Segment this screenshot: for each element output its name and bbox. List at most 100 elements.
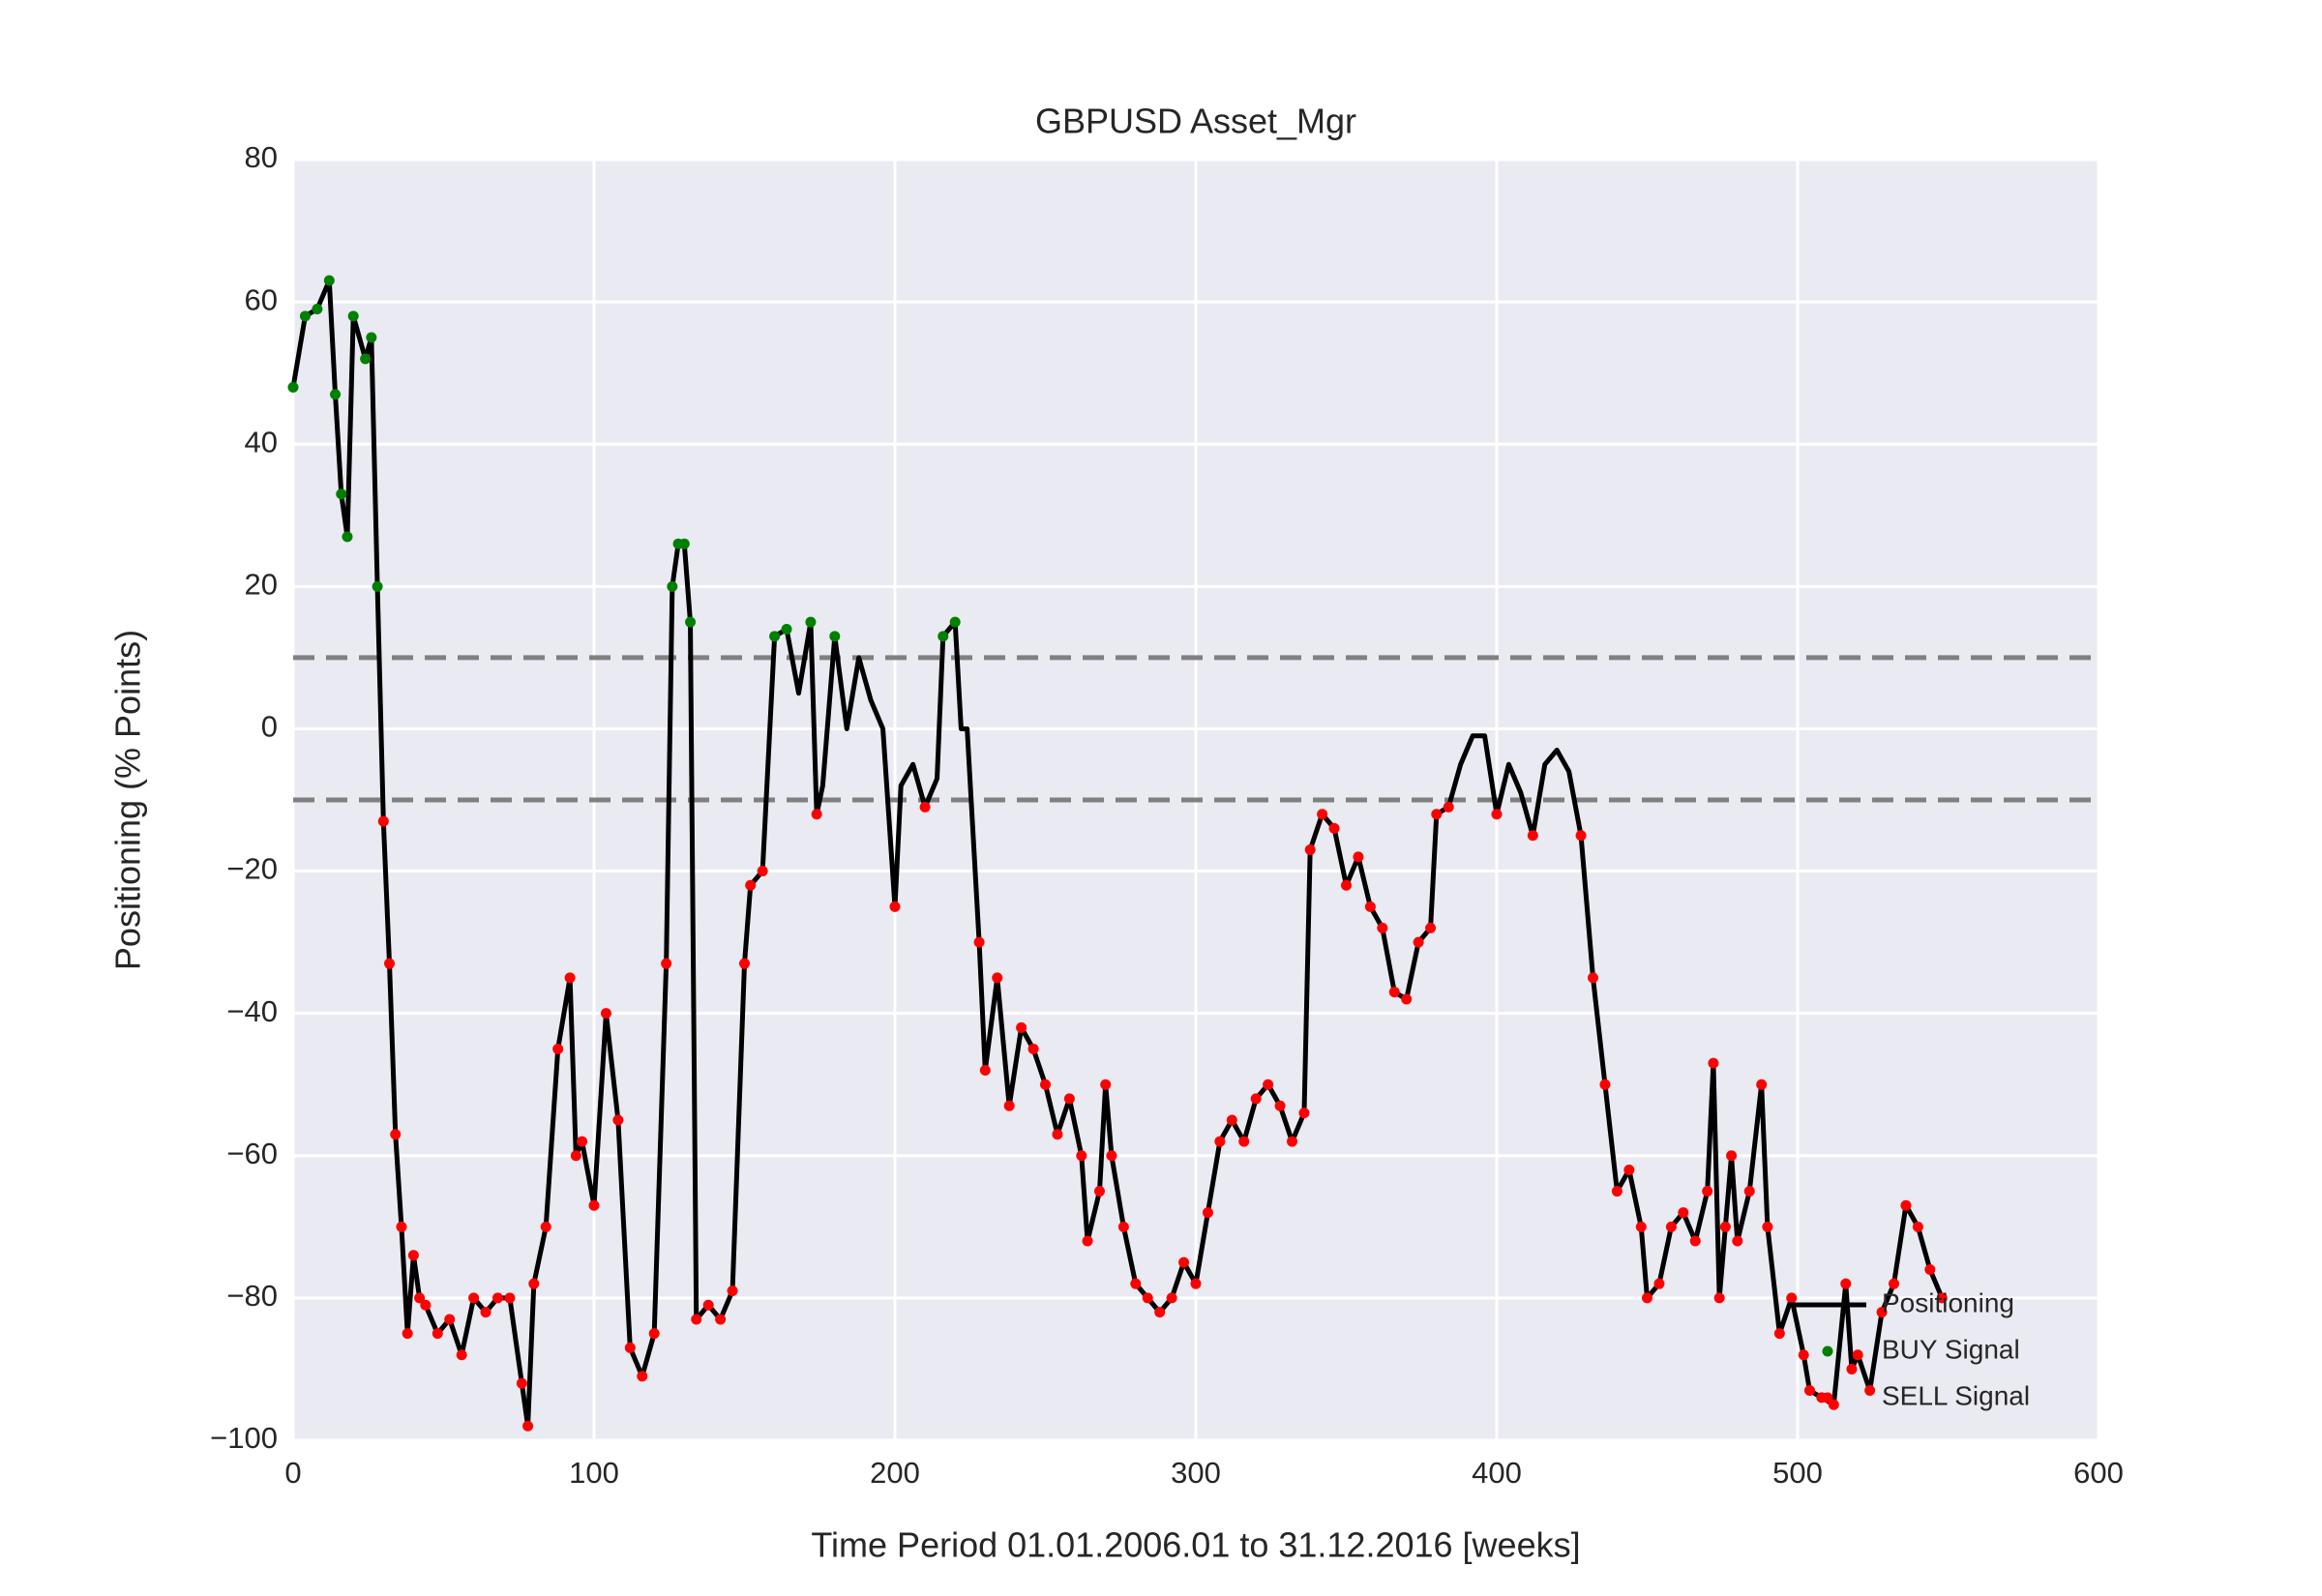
signal-point xyxy=(287,381,299,393)
signal-point xyxy=(678,538,690,549)
signal-point xyxy=(1317,809,1328,820)
y-tick-label: 60 xyxy=(245,282,278,316)
signal-point xyxy=(1527,830,1538,842)
signal-point xyxy=(1864,1385,1876,1397)
y-tick-label: 80 xyxy=(245,140,278,174)
signal-point xyxy=(1388,987,1400,998)
signal-point xyxy=(1719,1221,1731,1232)
signal-point xyxy=(1003,1100,1015,1111)
signal-point xyxy=(377,815,389,827)
y-tick-label: 20 xyxy=(245,568,278,602)
signal-point xyxy=(588,1199,600,1211)
signal-point xyxy=(805,616,817,628)
legend-label: SELL Signal xyxy=(1882,1380,2030,1410)
signal-point xyxy=(938,631,949,642)
signal-point xyxy=(1588,972,1599,984)
signal-point xyxy=(1298,1108,1310,1119)
signal-point xyxy=(1040,1079,1051,1090)
signal-point xyxy=(1900,1199,1912,1211)
signal-point xyxy=(366,332,377,343)
signal-point xyxy=(992,972,1003,984)
signal-point xyxy=(444,1314,456,1325)
signal-point xyxy=(1840,1278,1852,1289)
signal-point xyxy=(570,1150,581,1162)
signal-point xyxy=(420,1299,432,1311)
signal-point xyxy=(516,1377,527,1389)
y-tick-label: 40 xyxy=(245,425,278,458)
signal-point xyxy=(1364,901,1376,912)
signal-point xyxy=(661,958,672,969)
signal-point xyxy=(889,901,901,912)
y-tick-label: −40 xyxy=(226,994,278,1028)
signal-point xyxy=(1304,843,1316,855)
signal-point xyxy=(727,1286,738,1297)
signal-point xyxy=(1773,1328,1785,1340)
y-tick-label: −80 xyxy=(226,1279,278,1313)
signal-point xyxy=(577,1136,588,1147)
signal-point xyxy=(1803,1385,1815,1397)
signal-point xyxy=(1052,1129,1063,1140)
signal-point xyxy=(811,809,822,820)
signal-point xyxy=(456,1349,467,1361)
signal-point xyxy=(1491,809,1503,820)
signal-point xyxy=(1702,1186,1713,1197)
signal-point xyxy=(1665,1221,1677,1232)
signal-point xyxy=(1238,1136,1250,1147)
signal-point xyxy=(1912,1221,1923,1232)
signal-point xyxy=(323,275,335,286)
x-tick-label: 400 xyxy=(1472,1456,1522,1490)
signal-point xyxy=(468,1292,480,1304)
signal-point xyxy=(1575,830,1587,842)
signal-point xyxy=(491,1292,503,1304)
signal-point xyxy=(504,1292,516,1304)
signal-point xyxy=(1732,1235,1743,1247)
signal-point xyxy=(1178,1256,1190,1268)
signal-point xyxy=(919,801,931,813)
signal-point xyxy=(372,580,383,592)
signal-point xyxy=(384,958,396,969)
signal-point xyxy=(685,616,697,628)
x-tick-label: 100 xyxy=(569,1456,619,1490)
y-tick-label: 0 xyxy=(261,710,278,744)
signal-point xyxy=(1876,1307,1888,1318)
signal-point xyxy=(1341,879,1352,891)
signal-point xyxy=(1226,1114,1237,1126)
signal-point xyxy=(1756,1079,1768,1090)
signal-point xyxy=(1889,1278,1900,1289)
signal-point xyxy=(414,1292,426,1304)
signal-point xyxy=(1828,1399,1839,1410)
signal-point xyxy=(407,1250,419,1261)
signal-point xyxy=(540,1221,551,1232)
signal-point xyxy=(564,972,576,984)
signal-point xyxy=(1377,922,1388,933)
signal-point xyxy=(1678,1207,1689,1219)
y-tick-label: −20 xyxy=(226,852,278,886)
signal-point xyxy=(396,1221,407,1232)
signal-point xyxy=(1599,1079,1611,1090)
legend-swatch xyxy=(1822,1392,1833,1404)
signal-point xyxy=(715,1314,727,1325)
signal-point xyxy=(979,1065,991,1077)
chart-title: GBPUSD Asset_Mgr xyxy=(1035,102,1356,141)
x-tick-label: 200 xyxy=(870,1456,920,1490)
signal-point xyxy=(1076,1150,1087,1162)
signal-point xyxy=(624,1342,636,1353)
signal-point xyxy=(1353,851,1364,863)
signal-point xyxy=(829,631,841,642)
legend-swatch xyxy=(1822,1345,1833,1357)
signal-point xyxy=(1635,1221,1647,1232)
y-tick-label: −60 xyxy=(226,1137,278,1170)
signal-point xyxy=(336,488,347,500)
signal-point xyxy=(1743,1186,1755,1197)
signal-point xyxy=(360,353,372,365)
signal-point xyxy=(1142,1292,1153,1304)
signal-point xyxy=(1082,1235,1093,1247)
signal-point xyxy=(1726,1150,1738,1162)
signal-point xyxy=(600,1008,611,1020)
signal-point xyxy=(1642,1292,1652,1304)
signal-point xyxy=(949,616,961,628)
signal-point xyxy=(299,310,311,322)
signal-point xyxy=(480,1307,491,1318)
y-tick-label: −100 xyxy=(210,1421,278,1455)
